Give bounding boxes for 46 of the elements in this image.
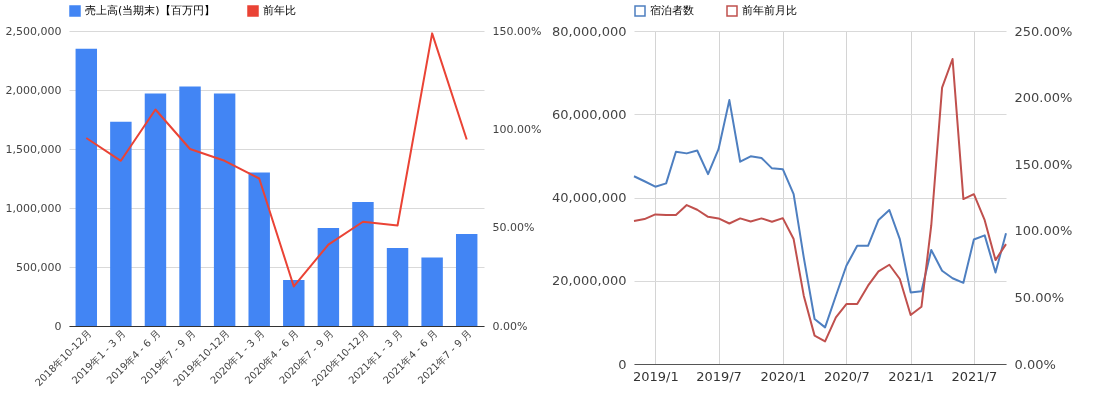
line-series: [633, 99, 1007, 329]
legend-label: 前年前月比: [742, 4, 797, 17]
y-tick-label: 1,000,000: [5, 201, 62, 215]
y-tick-label: 0: [54, 319, 62, 333]
bar: [317, 228, 340, 326]
bar: [110, 121, 132, 326]
y-tick-label: 40,000,000: [552, 190, 627, 205]
x-tick-label: 2020/1: [760, 368, 807, 384]
y2-tick-label: 250.00%: [1014, 23, 1073, 39]
bar: [283, 279, 305, 326]
y2-tick-label: 100.00%: [492, 122, 542, 136]
x-tick-label: 2021/7: [951, 368, 998, 384]
x-tick-label: 2020/7: [824, 368, 870, 384]
legend-label: 前年比: [263, 4, 296, 17]
y2-tick-label: 0.00%: [492, 319, 528, 333]
y2-tick-label: 200.00%: [1014, 90, 1073, 106]
x-tick-label: 2021/1: [888, 368, 935, 384]
y2-tick-label: 50.00%: [1014, 289, 1065, 305]
bar: [75, 48, 98, 326]
bar: [144, 93, 167, 326]
y-tick-label: 60,000,000: [552, 106, 627, 122]
bar: [213, 93, 236, 326]
x-tick-label: 2019/1: [632, 368, 679, 384]
y2-tick-label: 150.00%: [1014, 156, 1073, 172]
line-series: [85, 32, 468, 288]
bar: [386, 248, 409, 326]
y-tick-label: 2,500,000: [5, 24, 62, 38]
x-tick-label: 2019/7: [696, 368, 742, 384]
y-tick-label: 80,000,000: [552, 23, 627, 39]
bar: [248, 172, 270, 326]
y2-tick-label: 150.00%: [492, 24, 542, 38]
legend-label: 宿泊者数: [650, 4, 694, 17]
y-tick-label: 500,000: [16, 260, 62, 274]
y2-tick-label: 100.00%: [1014, 223, 1073, 239]
bar: [455, 233, 478, 326]
y-tick-label: 1,500,000: [5, 142, 62, 156]
line-series: [633, 57, 1007, 343]
legend-label: 売上高(当期末)【百万円】: [85, 4, 215, 17]
y-tick-label: 0: [618, 356, 627, 372]
bar: [352, 202, 374, 326]
y2-tick-label: 50.00%: [492, 221, 535, 235]
y2-tick-label: 0.00%: [1014, 356, 1056, 372]
bar: [179, 86, 201, 326]
y-tick-label: 20,000,000: [552, 273, 627, 289]
bar: [421, 257, 443, 326]
y-tick-label: 2,000,000: [5, 83, 62, 97]
